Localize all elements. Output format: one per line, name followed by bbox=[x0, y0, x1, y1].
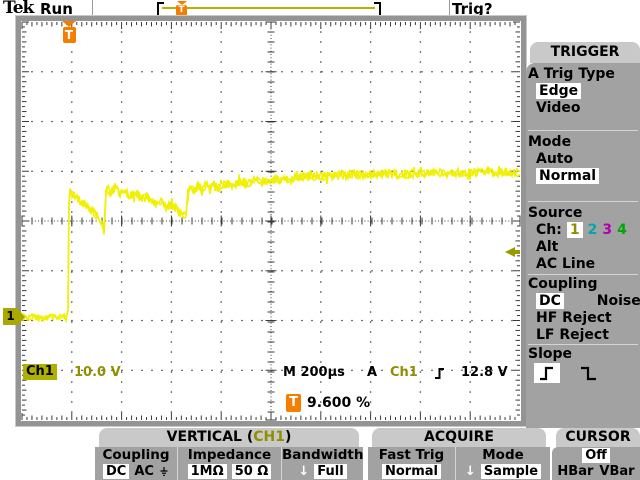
vertical-coupling-dc[interactable]: DC bbox=[103, 464, 130, 479]
record-view-line bbox=[162, 7, 375, 9]
mode-normal[interactable]: Normal bbox=[526, 168, 640, 185]
mode-normal-label[interactable]: Normal bbox=[536, 168, 600, 184]
trigger-arrow-icon bbox=[62, 21, 76, 27]
topbar-divider bbox=[92, 0, 93, 17]
coupling-lf-label[interactable]: LF Reject bbox=[536, 327, 609, 343]
slope-rising-option[interactable] bbox=[534, 363, 560, 383]
mode-auto-label[interactable]: Auto bbox=[536, 151, 574, 167]
rising-slope-icon bbox=[540, 366, 553, 381]
ground-icon bbox=[160, 467, 168, 476]
trigger-menu: A Trig Type Edge Video Mode Auto Normal … bbox=[526, 63, 640, 428]
vertical-bandwidth-column: Bandwidth ↓ Full bbox=[281, 447, 364, 480]
source-ch2[interactable]: 2 bbox=[587, 222, 598, 238]
trigger-level-marker bbox=[505, 247, 520, 257]
trigger-arrow-icon bbox=[176, 1, 187, 5]
fast-trig-normal[interactable]: Normal bbox=[382, 464, 441, 479]
vertical-menu-title: VERTICAL (CH1) bbox=[99, 428, 359, 447]
menu-separator bbox=[528, 201, 638, 202]
coupling-noise[interactable]: Noise bbox=[596, 293, 640, 309]
impedance-1mohm[interactable]: 1MΩ bbox=[187, 464, 227, 479]
acquire-fast-trig-column: Fast Trig Normal bbox=[368, 447, 455, 480]
bandwidth-full[interactable]: Full bbox=[314, 464, 347, 479]
slope-falling-option[interactable] bbox=[578, 364, 600, 382]
bandwidth-label: Bandwidth bbox=[282, 447, 364, 463]
down-arrow-icon: ↓ bbox=[298, 464, 310, 479]
coupling-dc-noise: DC Noise bbox=[526, 293, 640, 310]
vertical-menu: Coupling DC AC Impedance 1MΩ 50 Ω Bandwi… bbox=[95, 447, 364, 480]
source-ac-line-label[interactable]: AC Line bbox=[536, 256, 596, 272]
source-alt[interactable]: Alt bbox=[526, 239, 640, 256]
source-ch4[interactable]: 4 bbox=[617, 222, 627, 238]
trigger-source-readout: Ch1 bbox=[390, 365, 418, 380]
right-arrow-icon bbox=[18, 308, 25, 325]
trigger-t-icon: T bbox=[286, 394, 301, 412]
acquisition-status: Run bbox=[40, 0, 73, 18]
vertical-title-text: VERTICAL ( bbox=[166, 429, 254, 445]
vertical-title-close: ) bbox=[284, 429, 292, 445]
ch1-readout-badge: Ch1 bbox=[23, 364, 57, 380]
trigger-position-readout: 9.600 % bbox=[307, 395, 371, 411]
coupling-lf-reject[interactable]: LF Reject bbox=[526, 327, 640, 344]
trig-type-video[interactable]: Video bbox=[526, 100, 640, 117]
trig-type-video-label[interactable]: Video bbox=[536, 100, 581, 116]
trigger-status: Trig? bbox=[452, 0, 493, 18]
arrow-tail bbox=[515, 250, 520, 254]
impedance-50ohm[interactable]: 50 Ω bbox=[231, 464, 272, 479]
cursor-vbar[interactable]: VBar bbox=[599, 463, 635, 479]
source-ch3[interactable]: 3 bbox=[602, 222, 613, 238]
tek-logo: Tek bbox=[3, 0, 34, 18]
source-ac-line[interactable]: AC Line bbox=[526, 256, 640, 273]
cursor-off[interactable]: Off bbox=[582, 447, 610, 463]
vertical-title-ch: CH1 bbox=[253, 429, 285, 445]
vertical-impedance-column: Impedance 1MΩ 50 Ω bbox=[177, 447, 281, 480]
cursor-hbar[interactable]: HBar bbox=[557, 463, 594, 479]
menu-separator bbox=[528, 274, 638, 275]
source-channels: Ch: 1 2 3 4 bbox=[526, 222, 640, 239]
trigger-t-icon: T bbox=[62, 27, 76, 43]
trigger-system-readout: A bbox=[367, 365, 378, 380]
cursor-menu: Off HBar VBar bbox=[552, 447, 640, 480]
rising-slope-icon bbox=[435, 368, 444, 379]
vertical-coupling-column: Coupling DC AC bbox=[95, 447, 177, 480]
acquire-mode-label: Mode bbox=[482, 447, 524, 463]
trigger-t-icon: T bbox=[176, 5, 187, 16]
trigger-menu-title: TRIGGER bbox=[530, 42, 640, 63]
channel1-marker-label: 1 bbox=[3, 308, 18, 325]
coupling-dc[interactable]: DC bbox=[536, 293, 564, 309]
source-alt-label[interactable]: Alt bbox=[536, 239, 559, 255]
coupling-label: Coupling bbox=[102, 447, 170, 463]
cursor-menu-title: CURSOR bbox=[556, 428, 640, 447]
slope-label: Slope bbox=[528, 346, 573, 362]
mode-auto[interactable]: Auto bbox=[526, 151, 640, 168]
trigger-position-marker: T bbox=[62, 21, 76, 43]
acquire-menu-title: ACQUIRE bbox=[372, 428, 546, 447]
topbar-divider bbox=[449, 0, 450, 17]
record-trigger-position-icon: T bbox=[176, 1, 187, 16]
source-ch-label: Ch: bbox=[536, 222, 562, 238]
acquire-mode-column: Mode ↓ Sample bbox=[455, 447, 550, 480]
impedance-label: Impedance bbox=[187, 447, 272, 463]
coupling-hf-reject[interactable]: HF Reject bbox=[526, 310, 640, 327]
acquire-menu: Fast Trig Normal Mode ↓ Sample bbox=[368, 447, 550, 480]
left-arrow-icon bbox=[505, 247, 515, 257]
ch1-scale-readout: 10.0 V bbox=[74, 365, 121, 380]
source-label: Source bbox=[528, 205, 583, 221]
channel1-level-marker: 1 bbox=[3, 308, 25, 325]
coupling-hf-label[interactable]: HF Reject bbox=[536, 310, 612, 326]
a-trig-type-label: A Trig Type bbox=[528, 66, 615, 82]
mode-label: Mode bbox=[528, 134, 572, 150]
vertical-coupling-ac[interactable]: AC bbox=[134, 464, 154, 479]
trigger-level-readout: 12.8 V bbox=[461, 365, 508, 380]
acquire-mode-sample[interactable]: Sample bbox=[480, 464, 542, 479]
menu-separator bbox=[528, 130, 638, 131]
trig-type-edge-label[interactable]: Edge bbox=[536, 83, 582, 99]
trig-type-edge[interactable]: Edge bbox=[526, 83, 640, 100]
coupling-label: Coupling bbox=[528, 276, 598, 292]
source-ch1[interactable]: 1 bbox=[566, 222, 583, 238]
down-arrow-icon: ↓ bbox=[464, 464, 476, 479]
timebase-readout: M 200µs bbox=[283, 365, 345, 380]
fast-trig-label: Fast Trig bbox=[378, 447, 445, 463]
menu-separator bbox=[528, 344, 638, 345]
